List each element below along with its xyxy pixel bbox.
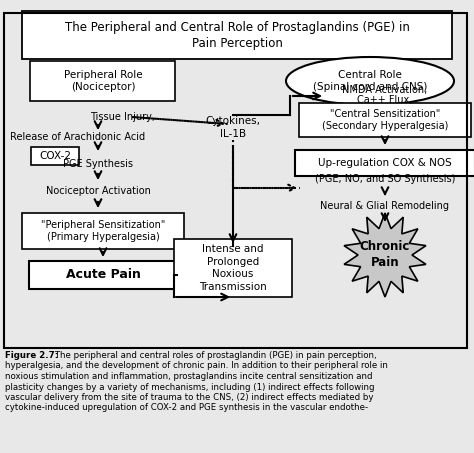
Text: plasticity changes by a variety of mechanisms, including (1) indirect effects fo: plasticity changes by a variety of mecha… <box>5 382 374 391</box>
Text: Chronic
Pain: Chronic Pain <box>360 241 410 270</box>
Text: "Peripheral Sensitization"
(Primary Hyperalgesia): "Peripheral Sensitization" (Primary Hype… <box>41 220 165 242</box>
Text: Central Role
(Spinal cord and CNS): Central Role (Spinal cord and CNS) <box>313 70 427 92</box>
Text: The Peripheral and Central Role of Prostaglandins (PGE) in
Pain Perception: The Peripheral and Central Role of Prost… <box>64 20 410 49</box>
Text: Tissue Injury,: Tissue Injury, <box>90 112 155 122</box>
Text: PGE Synthesis: PGE Synthesis <box>63 159 133 169</box>
Text: Acute Pain: Acute Pain <box>65 269 140 281</box>
Polygon shape <box>344 213 426 297</box>
Text: Intense and
Prolonged
Noxious
Transmission: Intense and Prolonged Noxious Transmissi… <box>199 245 267 292</box>
Text: NMDA Activation,: NMDA Activation, <box>342 85 428 95</box>
Text: COX-2: COX-2 <box>39 151 71 161</box>
Text: Release of Arachidonic Acid: Release of Arachidonic Acid <box>10 132 145 142</box>
Text: Peripheral Role
(Nociceptor): Peripheral Role (Nociceptor) <box>64 70 142 92</box>
FancyBboxPatch shape <box>299 103 471 137</box>
Text: The peripheral and central roles of prostaglandin (PGE) in pain perception,: The peripheral and central roles of pros… <box>52 351 377 360</box>
Text: (PGE, NO, and SO Synthesis): (PGE, NO, and SO Synthesis) <box>315 174 455 184</box>
Text: Cytokines,: Cytokines, <box>206 116 261 126</box>
Text: noxious stimulation and inflammation, prostaglandins incite central sensitizatio: noxious stimulation and inflammation, pr… <box>5 372 373 381</box>
FancyBboxPatch shape <box>22 11 452 59</box>
Text: cytokine-induced upregulation of COX-2 and PGE synthesis in the vascular endothe: cytokine-induced upregulation of COX-2 a… <box>5 404 368 413</box>
FancyBboxPatch shape <box>174 239 292 297</box>
FancyBboxPatch shape <box>29 261 177 289</box>
FancyBboxPatch shape <box>22 213 184 249</box>
FancyBboxPatch shape <box>30 61 175 101</box>
Text: Up-regulation COX & NOS: Up-regulation COX & NOS <box>318 158 452 168</box>
Text: hyperalgesia, and the development of chronic pain. In addition to their peripher: hyperalgesia, and the development of chr… <box>5 361 388 371</box>
Text: IL-1B: IL-1B <box>220 129 246 139</box>
Text: Neural & Glial Remodeling: Neural & Glial Remodeling <box>320 201 449 211</box>
Text: "Central Sensitization"
(Secondary Hyperalgesia): "Central Sensitization" (Secondary Hyper… <box>322 109 448 131</box>
Ellipse shape <box>286 57 454 105</box>
Text: Ca++ Flux,: Ca++ Flux, <box>357 95 413 105</box>
FancyBboxPatch shape <box>295 150 474 176</box>
Text: Figure 2.7:: Figure 2.7: <box>5 351 58 360</box>
Text: Nociceptor Activation: Nociceptor Activation <box>46 186 150 196</box>
Text: vascular delivery from the site of trauma to the CNS, (2) indirect effects media: vascular delivery from the site of traum… <box>5 393 374 402</box>
FancyBboxPatch shape <box>31 147 79 165</box>
